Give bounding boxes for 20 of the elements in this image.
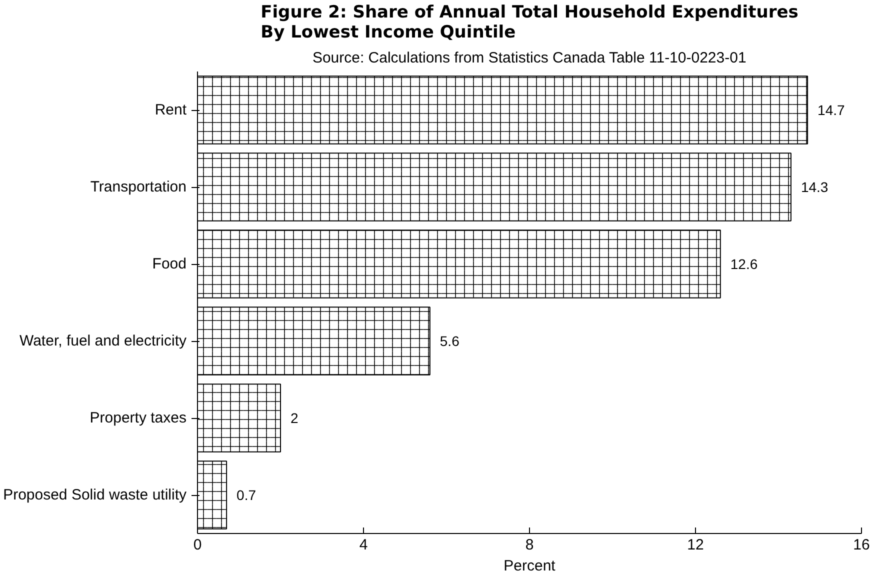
data-label: 12.6 — [730, 256, 758, 272]
data-label: 14.3 — [800, 179, 828, 195]
y-tick-label: Proposed Solid waste utility — [3, 486, 187, 504]
y-tick-label: Property taxes — [90, 410, 187, 426]
x-axis-title: Percent — [504, 558, 556, 574]
data-label: 2 — [290, 410, 298, 426]
x-tick-label: 4 — [359, 536, 368, 554]
y-tick-label: Transportation — [90, 178, 187, 196]
chart-title: Figure 2: Share of Annual Total Household Expenditures By Lowest Income Quintile — [260, 2, 798, 42]
x-tick-label: 12 — [687, 536, 704, 554]
y-tick-label: Food — [152, 256, 187, 272]
data-label: 5.6 — [440, 333, 460, 349]
x-tick-label: 8 — [525, 536, 534, 554]
x-tick-label: 16 — [853, 536, 870, 554]
y-tick-label: Rent — [154, 102, 188, 118]
data-label: 14.7 — [818, 102, 846, 118]
x-tick-label: 0 — [193, 536, 202, 554]
data-label: 0.7 — [236, 487, 256, 503]
y-tick-label: Water, fuel and electricity — [19, 332, 187, 350]
chart-subtitle: Source: Calculations from Statistics Canada Table 11-10-0223-01 — [312, 50, 746, 66]
